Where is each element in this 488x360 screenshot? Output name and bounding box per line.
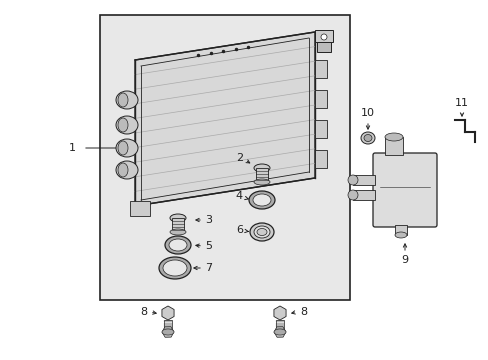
Ellipse shape — [347, 190, 357, 200]
Bar — [314, 150, 326, 168]
Ellipse shape — [253, 226, 269, 238]
Ellipse shape — [169, 239, 186, 251]
Ellipse shape — [159, 257, 191, 279]
Text: 6: 6 — [236, 225, 243, 235]
Ellipse shape — [170, 229, 185, 235]
Ellipse shape — [347, 175, 357, 185]
Polygon shape — [135, 32, 314, 206]
Ellipse shape — [257, 229, 266, 235]
Text: 8: 8 — [140, 307, 147, 317]
Ellipse shape — [252, 194, 270, 206]
Text: 3: 3 — [204, 215, 212, 225]
Text: 7: 7 — [204, 263, 212, 273]
Bar — [352, 190, 374, 200]
Ellipse shape — [253, 164, 269, 172]
Circle shape — [320, 34, 326, 40]
Ellipse shape — [253, 179, 269, 185]
Ellipse shape — [360, 132, 374, 144]
Ellipse shape — [248, 191, 274, 209]
Bar — [394, 225, 406, 235]
Ellipse shape — [164, 236, 191, 254]
Ellipse shape — [118, 118, 128, 132]
Ellipse shape — [162, 329, 174, 335]
Bar — [130, 201, 150, 216]
Ellipse shape — [384, 133, 402, 141]
Text: 2: 2 — [235, 153, 243, 163]
Ellipse shape — [116, 139, 138, 157]
Ellipse shape — [116, 116, 138, 134]
Bar — [384, 137, 402, 155]
Text: 5: 5 — [204, 241, 212, 251]
Text: 9: 9 — [401, 255, 408, 265]
Ellipse shape — [394, 232, 406, 238]
Ellipse shape — [116, 161, 138, 179]
Ellipse shape — [118, 93, 128, 107]
Ellipse shape — [118, 141, 128, 155]
Text: 8: 8 — [299, 307, 306, 317]
Bar — [314, 90, 326, 108]
Ellipse shape — [249, 223, 273, 241]
Bar — [256, 168, 267, 182]
Bar — [316, 42, 330, 52]
Bar — [314, 60, 326, 78]
Text: 4: 4 — [235, 191, 243, 201]
Bar — [100, 15, 349, 300]
Text: 1: 1 — [68, 143, 75, 153]
Bar — [352, 175, 374, 185]
Bar — [314, 30, 332, 42]
Ellipse shape — [118, 163, 128, 177]
Ellipse shape — [170, 214, 185, 222]
Ellipse shape — [273, 329, 285, 335]
Ellipse shape — [163, 260, 186, 276]
Ellipse shape — [116, 91, 138, 109]
Bar — [314, 120, 326, 138]
FancyBboxPatch shape — [372, 153, 436, 227]
Bar — [172, 218, 183, 232]
Text: 11: 11 — [454, 98, 468, 108]
Bar — [163, 320, 172, 332]
Bar — [275, 320, 284, 332]
Text: 10: 10 — [360, 108, 374, 118]
Ellipse shape — [363, 135, 371, 141]
